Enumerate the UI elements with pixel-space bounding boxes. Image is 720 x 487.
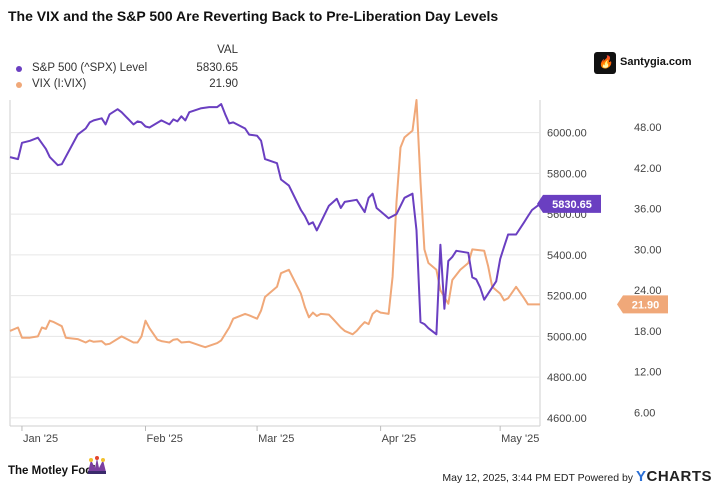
x-tick-label: Mar '25 [258,433,294,445]
end-value-tag-spx [537,194,601,213]
footer-attribution: May 12, 2025, 3:44 PM EDT Powered by YCH… [442,468,712,485]
legend-value-header: VAL [217,44,238,56]
x-tick-label: Jan '25 [23,433,58,445]
jester-hat-icon [88,456,106,474]
end-value-label-vix: 21.90 [632,299,660,311]
chart-title: The VIX and the S&P 500 Are Reverting Ba… [8,8,499,24]
x-tick-label: Apr '25 [382,433,417,445]
y-tick-label-spx: 5400.00 [547,250,587,262]
y-tick-label-vix: 48.00 [634,122,662,134]
motley-fool-logo-text: The Motley Fool. [8,465,99,477]
y-tick-label-vix: 24.00 [634,285,662,297]
legend-dot-spx [16,66,22,72]
legend-item-vix[interactable]: VIX (I:VIX) 21.90 [8,78,238,92]
end-value-tag-vix [617,295,668,314]
y-tick-label-vix: 12.00 [634,367,662,379]
end-value-label-spx: 5830.65 [552,199,592,211]
y-tick-label-spx: 5200.00 [547,291,587,303]
ycharts-logo: YCHARTS [635,468,712,485]
legend-value-spx: 5830.65 [196,62,238,74]
legend-dot-vix [16,82,22,88]
y-tick-label-spx: 4800.00 [547,372,587,384]
watermark: 🔥 Santygia.com [594,52,694,74]
y-tick-label-vix: 6.00 [634,407,655,419]
y-tick-label-spx: 5000.00 [547,331,587,343]
legend-value-vix: 21.90 [209,78,238,90]
y-tick-label-spx: 6000.00 [547,128,587,140]
y-tick-label-vix: 18.00 [634,326,662,338]
legend-label-vix: VIX (I:VIX) [32,78,87,90]
y-tick-label-spx: 4600.00 [547,413,587,425]
watermark-text: Santygia.com [620,56,692,68]
x-tick-label: May '25 [501,433,539,445]
footer-timestamp: May 12, 2025, 3:44 PM EDT Powered by [442,472,634,484]
x-tick-label: Feb '25 [146,433,182,445]
series-line-spx [9,103,541,336]
y-tick-label-vix: 42.00 [634,163,662,175]
legend-label-spx: S&P 500 (^SPX) Level [32,62,148,74]
y-tick-label-vix: 36.00 [634,204,662,216]
y-tick-label-vix: 30.00 [634,244,662,256]
legend-item-spx[interactable]: S&P 500 (^SPX) Level 5830.65 [8,62,238,76]
series-line-vix [9,99,540,349]
flame-logo-icon: 🔥 [594,52,616,74]
y-tick-label-spx: 5800.00 [547,168,587,180]
